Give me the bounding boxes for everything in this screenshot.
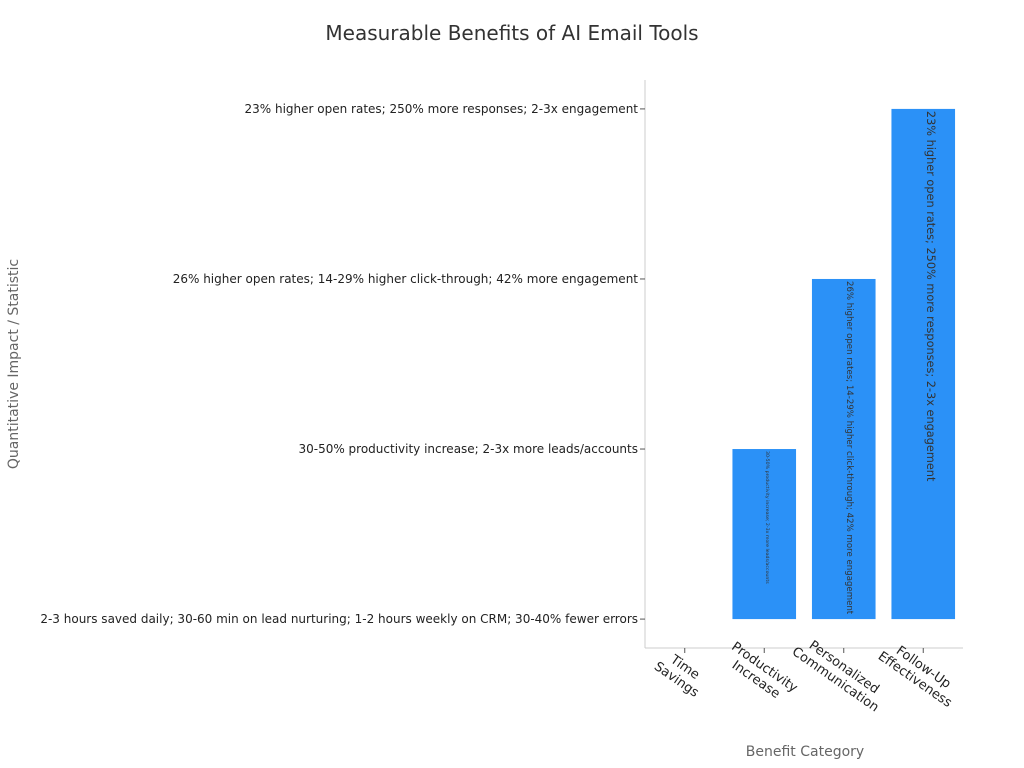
chart-title: Measurable Benefits of AI Email Tools (325, 21, 698, 45)
y-tick-label: 30-50% productivity increase; 2-3x more … (298, 442, 638, 456)
bar (732, 449, 797, 620)
y-tick-label: 2-3 hours saved daily; 30-60 min on lead… (40, 612, 638, 626)
x-tick-label-text: PersonalizedCommunication (789, 632, 890, 715)
x-tick-label-text: TimeSavings (651, 647, 710, 701)
bar (891, 108, 956, 620)
y-tick-label: 23% higher open rates; 250% more respons… (244, 102, 638, 116)
bar (811, 278, 876, 620)
x-tick-label: TimeSavings (651, 647, 710, 701)
bar-value-label: 26% higher open rates; 14-29% higher cli… (844, 281, 854, 615)
x-tick-label: ProductivityIncrease (720, 639, 801, 708)
y-axis-label: Quantitative Impact / Statistic (6, 259, 22, 469)
x-axis-label: Benefit Category (746, 744, 864, 760)
bar-value-label: 30-50% productivity increase; 2-3x more … (764, 451, 770, 584)
bar-value-label: 23% higher open rates; 250% more respons… (924, 111, 937, 482)
plot-area: 2-3 hours saved daily; 30-60 min on lead… (40, 80, 963, 715)
x-tick-label-text: ProductivityIncrease (720, 639, 801, 708)
x-tick-label: PersonalizedCommunication (789, 632, 890, 715)
y-tick-label: 26% higher open rates; 14-29% higher cli… (173, 272, 639, 286)
